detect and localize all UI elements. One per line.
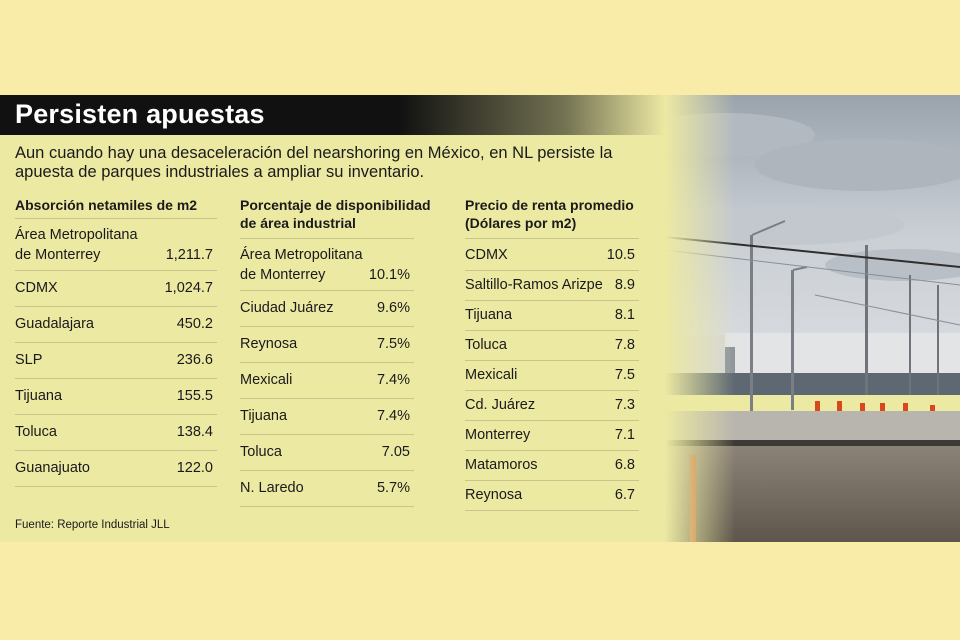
row-label: CDMX (465, 247, 508, 263)
row-value: 6.8 (614, 457, 635, 473)
col1-header: Absorción netamiles de m2 (15, 197, 198, 213)
table-row: Área Metropolitana de Monterrey 10.1% (240, 245, 414, 291)
table-row: Mexicali 7.5 (465, 361, 639, 391)
row-label-line2: de Monterrey (15, 247, 101, 263)
row-value: 10.5 (606, 247, 635, 263)
col3-header: Precio de renta promedio (Dólares por m2… (465, 196, 634, 232)
row-value: 450.2 (176, 316, 213, 332)
row-label: Mexicali (240, 372, 293, 388)
row-label-line2: de Monterrey (240, 267, 326, 283)
row-label: Reynosa (240, 336, 298, 352)
row-label: N. Laredo (240, 480, 304, 496)
table-row: Toluca 138.4 (15, 415, 217, 451)
table-row: Saltillo-Ramos Arizpe 8.9 (465, 271, 639, 301)
subtitle: Aun cuando hay una desaceleración del ne… (15, 144, 613, 181)
row-label: Guadalajara (15, 316, 94, 332)
row-label: CDMX (15, 280, 58, 296)
row-value: 1,024.7 (164, 280, 213, 296)
row-label: Mexicali (465, 367, 518, 383)
table-row: Reynosa 7.5% (240, 327, 414, 363)
row-value: 7.5 (614, 367, 635, 383)
table-row: Toluca 7.05 (240, 435, 414, 471)
table-row: SLP 236.6 (15, 343, 217, 379)
row-value: 8.1 (614, 307, 635, 323)
table-row: Matamoros 6.8 (465, 451, 639, 481)
row-value: 7.3 (614, 397, 635, 413)
table-row: Tijuana 7.4% (240, 399, 414, 435)
row-label: Guanajuato (15, 460, 90, 476)
row-label: Toluca (240, 444, 282, 460)
table-row: Tijuana 8.1 (465, 301, 639, 331)
source-note: Fuente: Reporte Industrial JLL (15, 519, 170, 531)
industrial-park-photo (665, 95, 960, 542)
row-label-line1: Área Metropolitana (240, 247, 363, 263)
row-label: Reynosa (465, 487, 523, 503)
col1-table: Área Metropolitana de Monterrey 1,211.7 CDM… (15, 225, 217, 487)
row-value: 7.4% (376, 408, 410, 424)
table-row: Reynosa 6.7 (465, 481, 639, 511)
table-row: CDMX 1,024.7 (15, 271, 217, 307)
row-label: Monterrey (465, 427, 531, 443)
row-value: 236.6 (176, 352, 213, 368)
col2-header: Porcentaje de disponibilidad de área ind… (240, 196, 431, 232)
row-label: Ciudad Juárez (240, 300, 334, 316)
row-label: Matamoros (465, 457, 538, 473)
col2-header-line1: Porcentaje de disponibilidad (240, 197, 431, 213)
col3-header-line2: (Dólares por m2) (465, 215, 577, 231)
col3-header-line1: Precio de renta promedio (465, 197, 634, 213)
row-value: 9.6% (376, 300, 410, 316)
page-title: Persisten apuestas (15, 99, 265, 129)
row-value: 10.1% (368, 267, 410, 283)
col3-table: CDMX 10.5 Saltillo-Ramos Arizpe 8.9 Tijuana 8… (465, 241, 639, 511)
row-value: 138.4 (176, 424, 213, 440)
row-label-line1: Área Metropolitana (15, 227, 138, 243)
table-row: Mexicali 7.4% (240, 363, 414, 399)
row-value: 1,211.7 (165, 247, 213, 263)
row-value: 155.5 (176, 388, 213, 404)
row-label: Saltillo-Ramos Arizpe (465, 277, 603, 293)
row-value: 7.05 (381, 444, 410, 460)
row-value: 8.9 (614, 277, 635, 293)
row-label: Toluca (15, 424, 57, 440)
col2-header-rule (240, 238, 414, 239)
title-bar: Persisten apuestas (0, 95, 665, 135)
row-label: Tijuana (15, 388, 63, 404)
col2-header-line2: de área industrial (240, 215, 356, 231)
row-value: 5.7% (376, 480, 410, 496)
table-row: CDMX 10.5 (465, 241, 639, 271)
table-row: Ciudad Juárez 9.6% (240, 291, 414, 327)
row-label: Toluca (465, 337, 507, 353)
infographic-panel: Persisten apuestas Aun cuando hay una de… (0, 95, 960, 542)
photo-fade (665, 95, 735, 542)
col2-table: Área Metropolitana de Monterrey 10.1% Ciuda… (240, 245, 414, 507)
row-label: SLP (15, 352, 43, 368)
row-value: 7.4% (376, 372, 410, 388)
col3-header-rule (465, 238, 639, 239)
row-value: 7.8 (614, 337, 635, 353)
table-row: Guanajuato 122.0 (15, 451, 217, 487)
row-value: 122.0 (176, 460, 213, 476)
row-label: Tijuana (465, 307, 513, 323)
row-value: 7.1 (614, 427, 635, 443)
row-value: 7.5% (376, 336, 410, 352)
table-row: Tijuana 155.5 (15, 379, 217, 415)
table-row: Monterrey 7.1 (465, 421, 639, 451)
table-row: Guadalajara 450.2 (15, 307, 217, 343)
row-label: Tijuana (240, 408, 288, 424)
table-row: Cd. Juárez 7.3 (465, 391, 639, 421)
table-row: Toluca 7.8 (465, 331, 639, 361)
table-row: N. Laredo 5.7% (240, 471, 414, 507)
row-label: Cd. Juárez (465, 397, 536, 413)
row-value: 6.7 (614, 487, 635, 503)
col1-header-rule (15, 218, 217, 219)
table-row: Área Metropolitana de Monterrey 1,211.7 (15, 225, 217, 271)
